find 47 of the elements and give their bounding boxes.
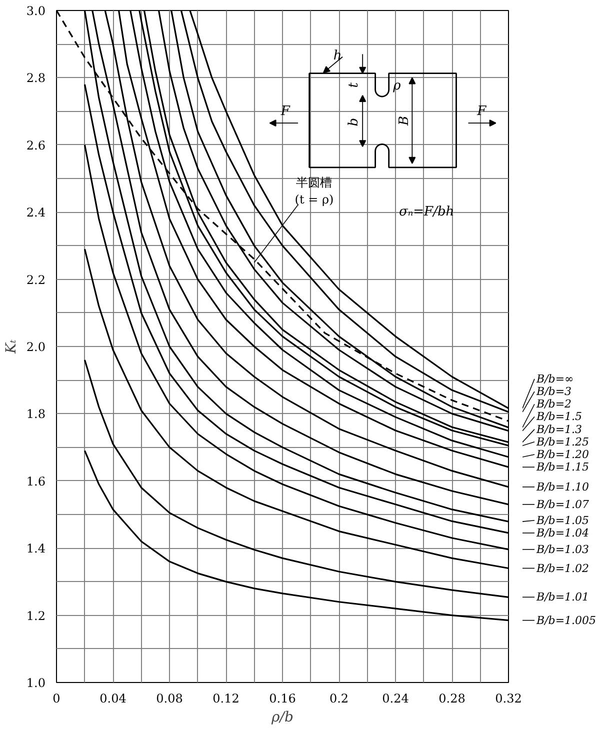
legend-label: B/b=1.005 xyxy=(536,614,596,627)
y-tick-label: 2.2 xyxy=(26,272,46,287)
y-tick-label: 2.0 xyxy=(26,340,46,354)
x-tick-label: 0.24 xyxy=(382,692,410,706)
legend-label: B/b=1.25 xyxy=(536,435,590,448)
legend-label: B/b=1.20 xyxy=(536,448,590,462)
legend-label: B/b=1.03 xyxy=(536,542,590,556)
x-tick-label: 0.04 xyxy=(100,692,127,706)
legend-label: B/b=1.15 xyxy=(536,460,590,474)
x-tick-label: 0.32 xyxy=(495,692,522,706)
y-tick-label: 2.4 xyxy=(26,206,46,220)
x-tick-label: 0 xyxy=(52,692,60,706)
legend-label: B/b=1.01 xyxy=(536,590,590,604)
annotation: b xyxy=(346,118,362,126)
legend-label: B/b=1.05 xyxy=(536,514,590,527)
annotation: ρ xyxy=(392,78,402,94)
x-tick-label: 0.2 xyxy=(329,692,349,706)
y-tick-label: 1.0 xyxy=(26,676,46,690)
y-tick-label: 2.6 xyxy=(26,138,46,152)
x-axis-title: ρ/b xyxy=(270,710,294,726)
y-tick-label: 1.4 xyxy=(26,542,46,556)
y-tick-label: 2.8 xyxy=(26,71,46,86)
legend-label: B/b=1.07 xyxy=(536,498,590,511)
legend-label: B/b=1.3 xyxy=(536,422,582,436)
legend-label: B/b=1.10 xyxy=(536,480,590,494)
annotation: 半圆槽 (t = ρ) xyxy=(294,176,334,206)
annotation: σₙ=F/bh xyxy=(399,204,454,220)
legend-label: B/b=1.04 xyxy=(536,526,590,540)
x-tick-label: 0.08 xyxy=(156,692,183,706)
legend-label: B/b=2 xyxy=(536,398,572,411)
legend-label: B/b=1.02 xyxy=(536,562,590,575)
x-tick-label: 0.16 xyxy=(269,692,296,706)
y-tick-label: 1.6 xyxy=(26,474,46,488)
y-axis-title: Kₜ xyxy=(3,338,20,354)
annotation: h xyxy=(333,48,342,64)
annotation: t xyxy=(346,82,362,88)
text: B/b=∞ xyxy=(536,372,574,386)
annotation: F xyxy=(280,104,291,119)
annotation: B xyxy=(397,116,412,126)
y-tick-label: 1.8 xyxy=(26,407,46,422)
x-tick-label: 0.12 xyxy=(212,692,240,706)
y-tick-label: 1.2 xyxy=(26,608,46,623)
x-tick-label: 0.28 xyxy=(438,692,466,706)
text: B/b=3 xyxy=(536,385,572,398)
y-tick-label: 3.0 xyxy=(26,4,46,18)
legend-label: B/b=1.5 xyxy=(536,410,582,424)
annotation: F xyxy=(476,104,488,119)
